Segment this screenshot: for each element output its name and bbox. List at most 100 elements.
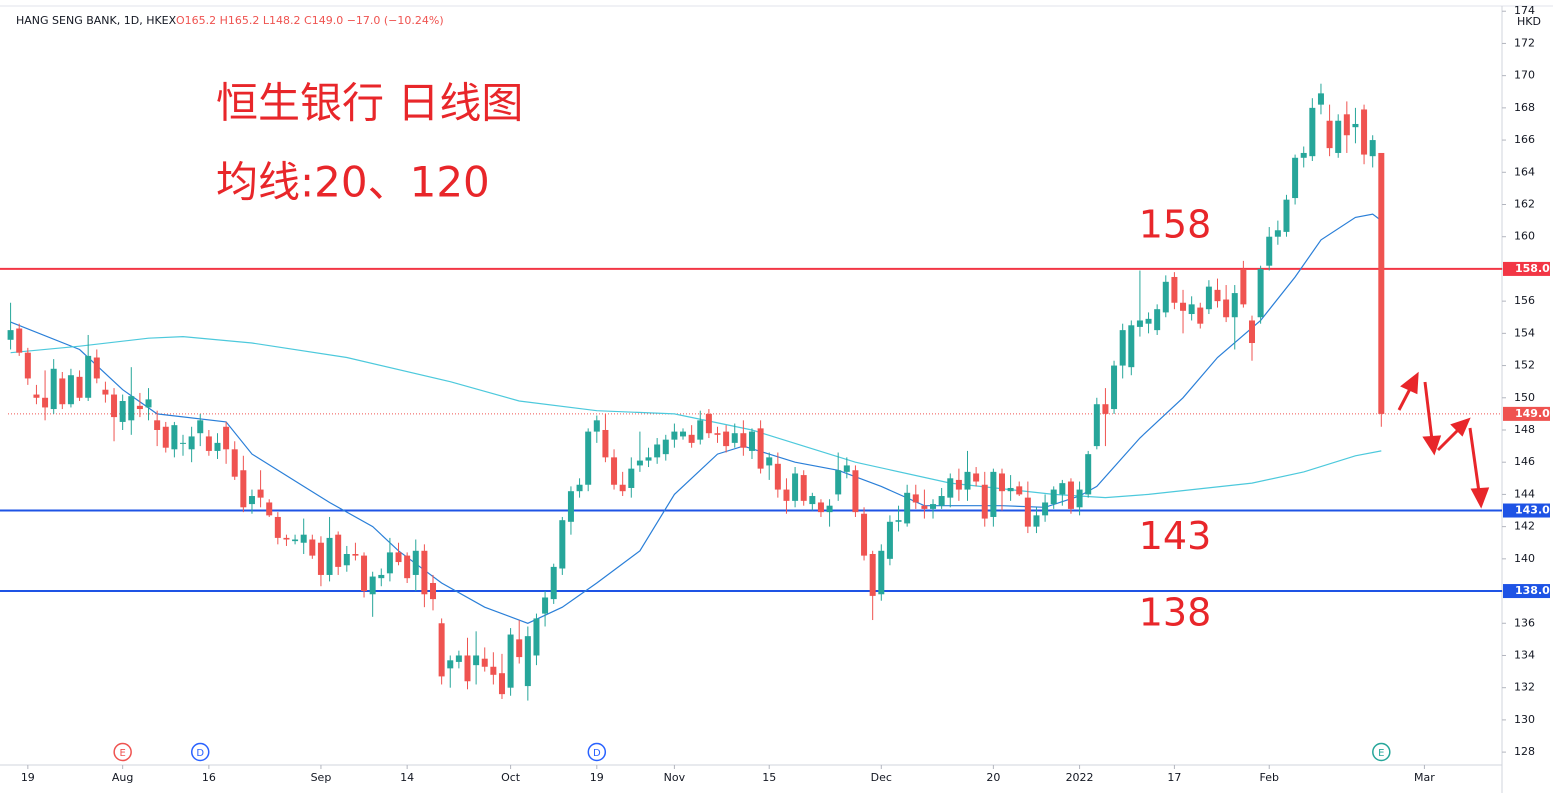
x-tick-label: 19 [21,771,35,784]
level-annotation: 143 [1139,514,1212,558]
currency: HKD [1517,15,1541,28]
y-tick-label: 144 [1514,487,1535,500]
candle-body [1180,302,1187,311]
candle-body [654,444,661,458]
candle-body [292,539,299,542]
candle-body [343,554,350,566]
candle-body [1085,454,1092,495]
y-tick-label: 142 [1514,520,1535,533]
candle-body [1067,481,1074,509]
candle-body [800,475,807,501]
candle-body [1188,304,1195,315]
candle-body [1231,293,1238,318]
candle-body [1024,497,1031,527]
candle-body [1283,199,1290,232]
candle-body [214,442,221,451]
arrow-head [1400,371,1419,395]
candle-body [1257,268,1264,318]
candle-body [369,576,376,595]
candle-body [447,660,454,669]
candle-body [1266,236,1273,266]
candle-body [1292,157,1299,199]
candle-body [955,479,962,490]
candle-body [723,431,730,447]
forecast-arrows [1397,371,1490,509]
event-label: E [119,748,125,759]
candle-body [1171,276,1178,303]
candle-body [205,436,212,451]
candle-body [516,639,523,658]
x-tick-label: Aug [112,771,133,784]
x-tick-label: 15 [762,771,776,784]
quote: O165.2 H165.2 L148.2 C149.0 −17.0 (−10.2… [176,14,444,27]
candle-body [904,492,911,524]
candle-body [619,484,626,492]
y-tick-label: 174 [1514,4,1535,17]
y-tick-label: 132 [1514,681,1535,694]
x-tick-label: 20 [986,771,1000,784]
candle-body [136,405,143,410]
candle-body [266,502,273,516]
x-tick-label: Nov [664,771,686,784]
candle-body [111,394,118,418]
candle-body [309,539,316,556]
candle-body [817,502,824,513]
candle-body [102,389,109,395]
candle-body [714,433,721,435]
arrow [1468,427,1481,493]
candle-body [930,504,937,509]
candle-body [7,330,14,340]
candle-body [861,513,868,556]
event-label: D [196,748,204,759]
candle-body [507,634,514,688]
y-tick-label: 166 [1514,133,1535,146]
candle-body [352,554,359,556]
event-label: D [593,748,601,759]
candle-body [524,636,531,687]
level-label: 143.0 [1515,504,1550,517]
candle-body [119,400,126,422]
candle-body [792,473,799,501]
candle-body [1197,307,1204,324]
candle-body [50,368,57,410]
y-tick-label: 146 [1514,455,1535,468]
y-tick-label: 148 [1514,423,1535,436]
candle-body [748,431,755,451]
candle-body [1369,140,1376,157]
arrow [1436,426,1462,452]
candle-body [688,434,695,443]
candle-body [947,478,954,498]
candle-body [1093,404,1100,447]
candle-body [188,436,195,450]
candle-body [361,555,368,592]
candle-body [964,471,971,490]
level-annotation: 158 [1139,202,1212,246]
y-tick-label: 134 [1514,648,1535,661]
level-label-box [1503,261,1550,276]
candle-body [1378,152,1385,414]
candle-body [559,520,566,569]
candle-body [171,425,178,450]
candle-body [1076,489,1083,508]
candle-body [24,352,31,379]
candle-body [180,442,187,444]
candle-body [248,496,255,505]
candle-body [67,375,74,405]
candle-body [317,542,324,575]
candle-body [231,449,238,477]
y-tick-label: 128 [1514,745,1535,758]
candle-body [1214,289,1221,302]
candle-body [1059,483,1066,495]
candle-body [697,420,704,440]
x-tick-label: Mar [1414,771,1435,784]
candle-body [404,555,411,579]
y-tick-label: 170 [1514,69,1535,82]
candle-body [16,328,23,353]
candle-body [766,457,773,466]
candle-body [671,431,678,440]
candle-body [335,534,342,567]
candle-body [542,597,549,614]
